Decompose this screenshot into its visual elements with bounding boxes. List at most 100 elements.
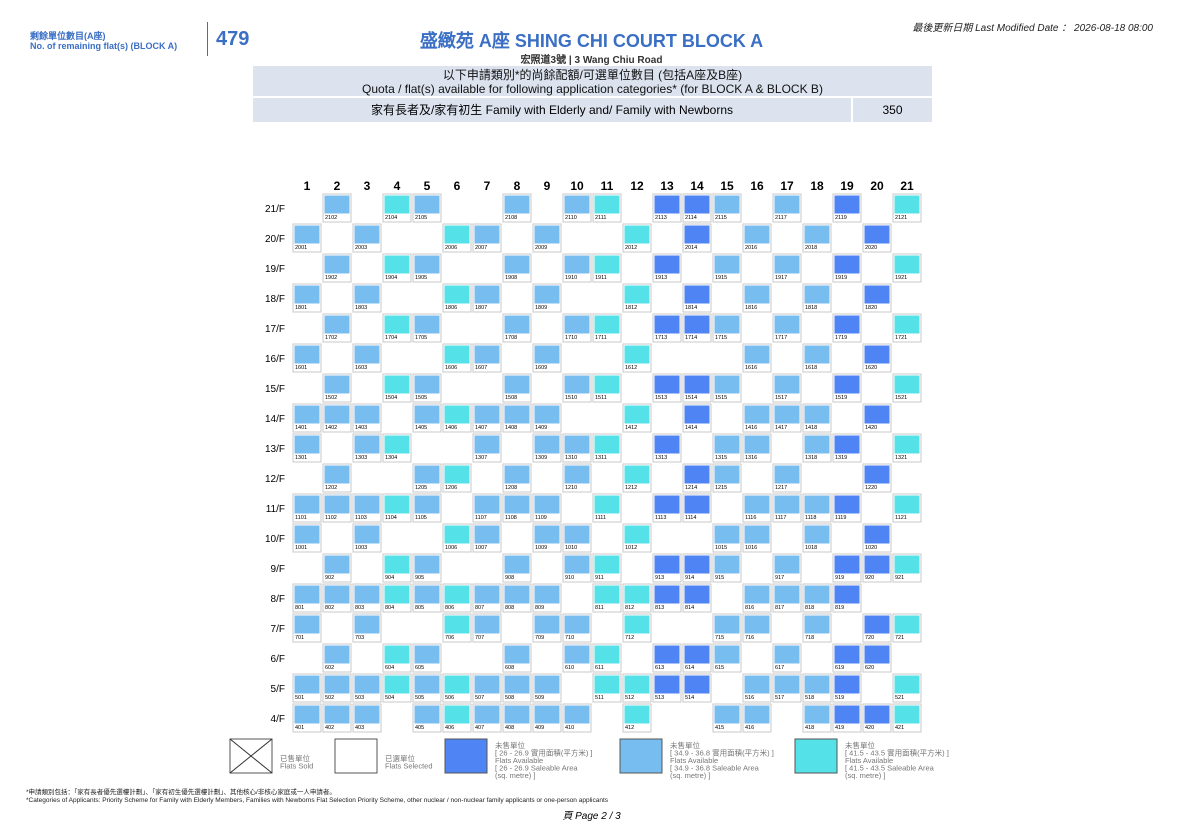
flat-available (774, 585, 800, 604)
flat-available (804, 435, 830, 454)
flat-number: 1118 (805, 515, 816, 521)
flat-number: 1915 (715, 275, 727, 281)
legend-swatch (619, 738, 663, 774)
flat-number: 517 (775, 695, 784, 701)
flat-available (714, 315, 740, 334)
flat-available (834, 585, 860, 604)
flat-number: 1513 (655, 395, 667, 401)
flat-available (714, 555, 740, 574)
flat-available (294, 585, 320, 604)
flat-available (504, 675, 530, 694)
flat-available (294, 345, 320, 364)
flat-available (624, 585, 650, 604)
flat-available (894, 675, 920, 694)
flat-grid: 1 2 3 4 5 6 7 8 9 10 11 12 13 14 15 16 17 18 19 20 2121/F210… (229, 179, 949, 780)
flat-number: 721 (895, 635, 904, 641)
flat-number: 401 (295, 725, 304, 731)
flat-available (774, 645, 800, 664)
flat-number: 818 (805, 605, 814, 611)
flat-available (384, 585, 410, 604)
quota-heading: 以下申請類別*的尚餘配額/可選單位數目 (包括A座及B座) Quota / fla… (253, 66, 932, 96)
footnote: *Categories of Applicants: Priority Sche… (26, 797, 608, 804)
flat-available (714, 435, 740, 454)
legend-text: [ 34.9 - 36.8 Saleable Area (670, 764, 760, 773)
flat-number: 507 (475, 695, 484, 701)
flat-number: 1502 (325, 395, 337, 401)
flat-available (444, 465, 470, 484)
footnotes: *申請類別包括：「家有長者優先選樓計劃」、「家有初生優先選樓計劃」、其他核心/非… (26, 789, 608, 805)
flat-available (834, 705, 860, 724)
flat-available (654, 675, 680, 694)
flat-available (744, 615, 770, 634)
flat-available (684, 405, 710, 424)
flat-number: 1214 (685, 485, 697, 491)
column-label: 4 (394, 179, 401, 193)
floor-label: 11/F (266, 504, 285, 515)
flat-available (474, 495, 500, 514)
flat-number: 902 (325, 575, 334, 581)
flat-available (864, 615, 890, 634)
column-label: 8 (514, 179, 521, 193)
flat-available (354, 225, 380, 244)
flat-number: 1721 (895, 335, 907, 341)
flat-number: 521 (895, 695, 904, 701)
flat-available (744, 705, 770, 724)
flat-available (714, 645, 740, 664)
flat-available (804, 525, 830, 544)
flat-number: 1904 (385, 275, 397, 281)
flat-available (744, 585, 770, 604)
flat-available (444, 525, 470, 544)
flat-number: 1517 (775, 395, 787, 401)
flat-available (534, 705, 560, 724)
flat-available (894, 555, 920, 574)
flat-available (534, 345, 560, 364)
legend-text: 未售單位 (670, 740, 700, 750)
flat-available (804, 585, 830, 604)
flat-available (684, 675, 710, 694)
flat-available (534, 675, 560, 694)
flat-available (744, 435, 770, 454)
flat-available (294, 285, 320, 304)
flat-number: 1412 (625, 425, 637, 431)
flat-number: 1905 (415, 275, 427, 281)
flat-number: 1710 (565, 335, 577, 341)
flat-available (504, 375, 530, 394)
flat-available (684, 225, 710, 244)
flat-number: 807 (475, 605, 484, 611)
flat-available (804, 675, 830, 694)
flat-number: 1812 (625, 305, 637, 311)
flat-available (564, 195, 590, 214)
flat-available (894, 375, 920, 394)
flat-number: 1102 (325, 515, 337, 521)
column-label: 12 (630, 179, 644, 193)
flat-number: 1212 (625, 485, 637, 491)
flat-number: 1708 (505, 335, 517, 341)
flat-number: 516 (745, 695, 754, 701)
flat-number: 1807 (475, 305, 487, 311)
flat-available (474, 615, 500, 634)
flat-available (684, 645, 710, 664)
flat-number: 1319 (835, 455, 847, 461)
flat-number: 1119 (835, 515, 846, 521)
flat-available (684, 285, 710, 304)
flat-available (654, 645, 680, 664)
flat-available (384, 435, 410, 454)
flat-number: 518 (805, 695, 814, 701)
legend-text: [ 41.5 - 43.5 實用面積(平方米) ] (845, 748, 949, 758)
page-number: 頁 Page 2 / 3 (562, 811, 621, 822)
flat-number: 511 (595, 695, 604, 701)
flat-number: 502 (325, 695, 334, 701)
flat-number: 418 (805, 725, 814, 731)
flat-number: 503 (355, 695, 364, 701)
legend-text: [ 26 - 26.9 Saleable Area (495, 764, 578, 773)
flat-number: 406 (445, 725, 454, 731)
flat-number: 1803 (355, 305, 367, 311)
flat-number: 1620 (865, 365, 877, 371)
flat-available (384, 675, 410, 694)
flat-number: 2102 (325, 215, 337, 221)
remaining-label-en: No. of remaining flat(s) (BLOCK A) (30, 41, 178, 51)
flat-number: 1116 (745, 515, 756, 521)
flat-number: 1202 (325, 485, 337, 491)
remaining-label-zh: 剩餘單位數目(A座) (30, 31, 106, 41)
